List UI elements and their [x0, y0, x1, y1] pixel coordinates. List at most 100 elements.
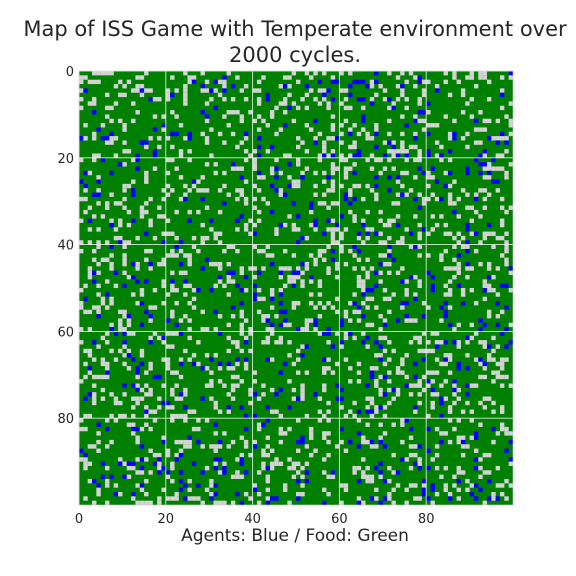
- agent-cell: [209, 88, 214, 93]
- empty-cell: [209, 379, 214, 384]
- empty-cell: [421, 201, 427, 206]
- empty-cell: [265, 149, 271, 154]
- empty-cell: [369, 266, 375, 271]
- empty-cell: [200, 444, 205, 449]
- empty-cell: [469, 322, 474, 328]
- agent-cell: [430, 288, 435, 293]
- empty-cell: [287, 322, 292, 328]
- empty-cell: [252, 370, 257, 375]
- empty-cell: [131, 118, 136, 124]
- empty-cell: [421, 331, 427, 336]
- empty-cell: [109, 439, 114, 445]
- empty-cell: [196, 418, 201, 423]
- empty-cell: [226, 261, 231, 267]
- agent-cell: [274, 166, 279, 171]
- empty-cell: [339, 405, 344, 410]
- empty-cell: [504, 136, 509, 141]
- empty-cell: [508, 431, 514, 436]
- empty-cell: [200, 71, 205, 76]
- empty-cell: [452, 426, 457, 432]
- empty-cell: [187, 188, 192, 193]
- empty-cell: [408, 244, 414, 249]
- agent-cell: [417, 110, 422, 115]
- empty-cell: [335, 261, 340, 267]
- empty-cell: [482, 71, 488, 76]
- agent-cell: [387, 253, 392, 258]
- empty-cell: [322, 71, 327, 76]
- empty-cell: [317, 396, 323, 401]
- empty-cell: [157, 465, 162, 471]
- empty-cell: [183, 439, 188, 445]
- empty-cell: [499, 218, 505, 223]
- agent-cell: [413, 361, 418, 367]
- empty-cell: [365, 270, 370, 276]
- empty-cell: [452, 75, 457, 80]
- empty-cell: [217, 379, 223, 384]
- empty-cell: [296, 157, 301, 163]
- empty-cell: [300, 474, 305, 480]
- agent-cell: [118, 240, 123, 245]
- empty-cell: [152, 418, 158, 423]
- empty-cell: [87, 266, 93, 271]
- empty-cell: [239, 314, 244, 319]
- empty-cell: [87, 327, 93, 332]
- empty-cell: [348, 192, 353, 197]
- empty-cell: [79, 196, 84, 202]
- empty-cell: [465, 353, 470, 358]
- empty-cell: [269, 387, 275, 393]
- empty-cell: [374, 409, 379, 414]
- empty-cell: [404, 500, 409, 506]
- empty-cell: [443, 170, 448, 176]
- empty-cell: [148, 470, 153, 475]
- empty-cell: [352, 400, 357, 406]
- empty-cell: [482, 127, 488, 132]
- empty-cell: [213, 444, 218, 449]
- empty-cell: [391, 452, 396, 458]
- agent-cell: [504, 305, 509, 310]
- empty-cell: [79, 248, 84, 254]
- empty-cell: [339, 123, 344, 128]
- agent-cell: [157, 470, 162, 475]
- empty-cell: [460, 292, 466, 297]
- empty-cell: [165, 361, 171, 367]
- agent-cell: [499, 92, 505, 98]
- agent-cell: [87, 218, 93, 223]
- empty-cell: [226, 279, 231, 284]
- empty-cell: [395, 192, 401, 197]
- empty-cell: [304, 261, 310, 267]
- agent-cell: [391, 144, 396, 150]
- agent-cell: [478, 327, 483, 332]
- empty-cell: [165, 448, 171, 453]
- empty-cell: [170, 75, 175, 80]
- agent-cell: [452, 136, 457, 141]
- empty-cell: [439, 253, 444, 258]
- empty-cell: [131, 331, 136, 336]
- empty-cell: [382, 222, 388, 228]
- empty-cell: [460, 452, 466, 458]
- agent-cell: [144, 309, 149, 315]
- empty-cell: [92, 374, 97, 380]
- empty-cell: [317, 409, 323, 414]
- empty-cell: [482, 500, 488, 506]
- empty-cell: [426, 383, 431, 388]
- empty-cell: [434, 370, 440, 375]
- empty-cell: [413, 496, 418, 501]
- empty-cell: [508, 162, 514, 167]
- empty-cell: [183, 348, 188, 354]
- empty-cell: [239, 140, 244, 145]
- empty-cell: [491, 136, 496, 141]
- empty-cell: [113, 400, 119, 406]
- empty-cell: [408, 452, 414, 458]
- empty-cell: [165, 292, 171, 297]
- agent-cell: [335, 396, 340, 401]
- agent-cell: [343, 192, 349, 197]
- empty-cell: [339, 153, 344, 158]
- agent-cell: [291, 283, 297, 289]
- agent-cell: [165, 318, 171, 323]
- agent-cell: [443, 301, 448, 306]
- agent-cell: [291, 201, 297, 206]
- empty-cell: [460, 409, 466, 414]
- empty-cell: [126, 474, 132, 480]
- agent-cell: [170, 131, 175, 137]
- empty-cell: [204, 383, 210, 388]
